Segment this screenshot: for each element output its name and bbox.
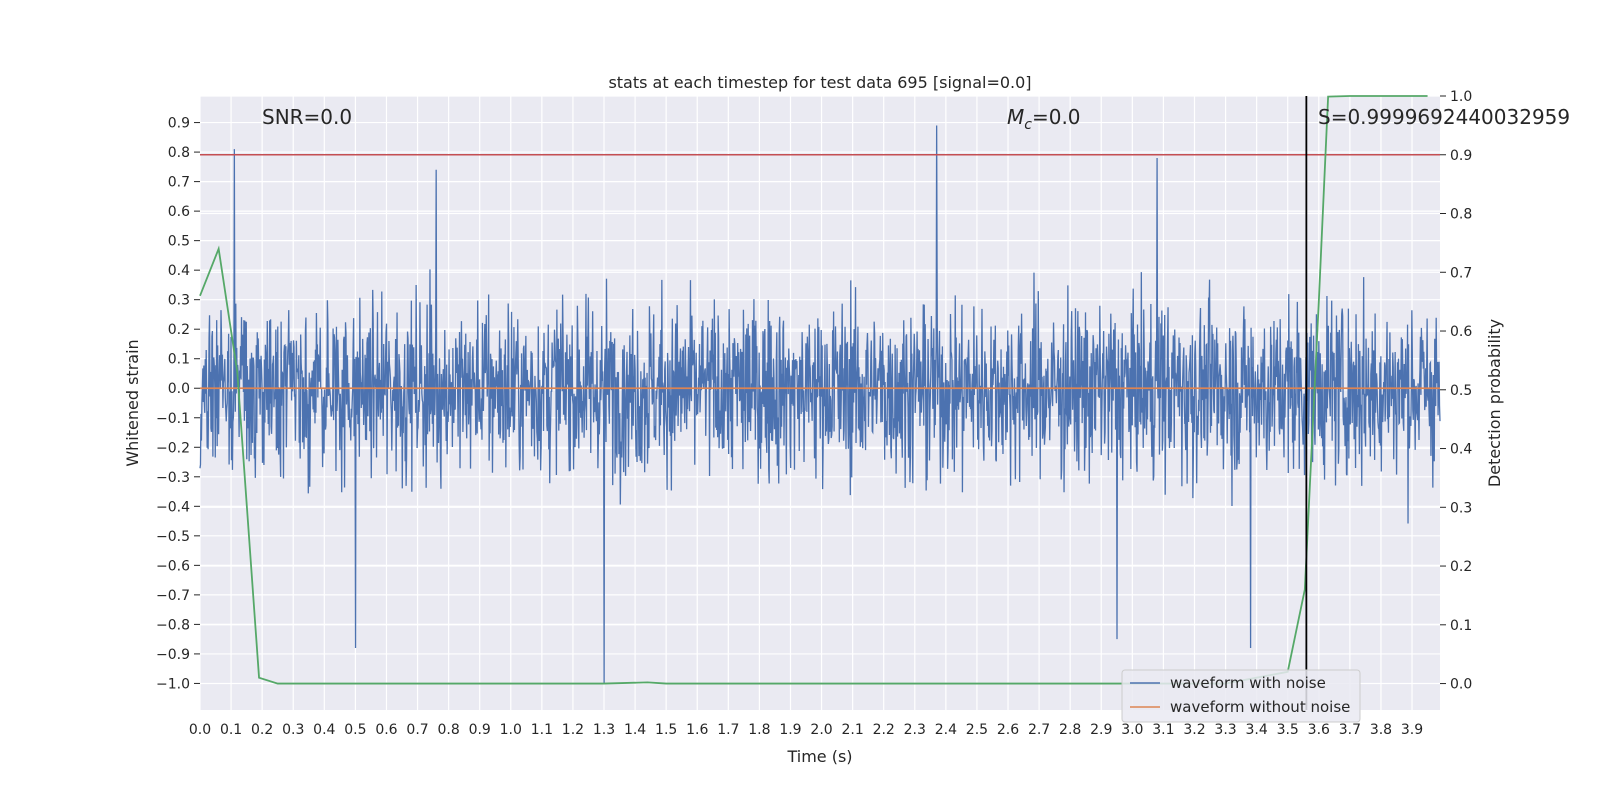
y-left-tick-label: −0.2 [156,440,190,456]
chart-title: stats at each timestep for test data 695… [608,73,1031,92]
y-left-tick-label: −0.3 [156,470,190,486]
y-right-tick-label: 0.9 [1450,148,1472,164]
y-right-tick-label: 0.7 [1450,265,1472,281]
y-left-tick-label: 0.8 [168,145,190,161]
y-right-tick-label: 0.6 [1450,324,1472,340]
y-left-tick-label: −0.5 [156,529,190,545]
x-tick-label: 3.5 [1277,722,1299,738]
x-tick-label: 3.9 [1401,722,1423,738]
y-left-tick-label: 0.5 [168,234,190,250]
x-tick-label: 2.9 [1090,722,1112,738]
x-tick-label: 3.7 [1339,722,1361,738]
x-tick-label: 3.4 [1246,722,1268,738]
x-tick-label: 2.5 [966,722,988,738]
y-right-tick-label: 0.3 [1450,500,1472,516]
x-tick-label: 2.4 [935,722,957,738]
mc-symbol: M [1007,105,1024,129]
y-left-tick-label: 0.2 [168,322,190,338]
snr-annotation: SNR=0.0 [262,105,352,129]
x-tick-label: 1.3 [593,722,615,738]
x-tick-label: 1.4 [624,722,646,738]
y-right-tick-label: 0.2 [1450,559,1472,575]
y-left-tick-label: 0.7 [168,175,190,191]
x-tick-label: 0.9 [469,722,491,738]
tick-labels: 0.0 0.1 0.2 0.3 0.4 0.5 0.6 0.7 0.8 0.9 1.0 1.1 1.2 1… [156,89,1472,738]
x-tick-label: 0.8 [437,722,459,738]
y-left-tick-label: 0.9 [168,116,190,132]
x-tick-label: 1.5 [655,722,677,738]
y-right-tick-label: 0.0 [1450,677,1472,693]
legend-box [1121,669,1361,723]
x-tick-label: 3.1 [1152,722,1174,738]
x-tick-label: 3.8 [1370,722,1392,738]
x-tick-label: 1.6 [686,722,708,738]
y-left-tick-label: −0.7 [156,588,190,604]
y-axis-label-right: Detection probability [1485,319,1504,487]
x-axis-label: Time (s) [786,747,852,766]
y-left-tick-label: 0.4 [168,263,190,279]
series-detection-probability [199,95,1428,685]
y-left-tick-label: −0.8 [156,617,190,633]
y-right-tick-label: 1.0 [1450,89,1472,105]
x-tick-label: 0.1 [220,722,242,738]
mc-value: =0.0 [1032,105,1081,129]
y-left-tick-label: 0.6 [168,204,190,220]
x-tick-label: 2.1 [841,722,863,738]
y-left-tick-label: 0.3 [168,293,190,309]
x-tick-label: 0.3 [282,722,304,738]
x-tick-label: 1.7 [717,722,739,738]
x-tick-label: 3.2 [1183,722,1205,738]
x-tick-label: 2.6 [997,722,1019,738]
x-tick-label: 1.1 [531,722,553,738]
legend: waveform with noise waveform without noi… [1121,669,1361,723]
x-tick-label: 0.4 [313,722,335,738]
y-right-tick-label: 0.1 [1450,618,1472,634]
y-left-tick-label: −1.0 [156,676,190,692]
x-tick-label: 2.2 [873,722,895,738]
x-tick-label: 0.6 [375,722,397,738]
mc-annotation: Mc=0.0 [1007,105,1081,133]
x-tick-label: 2.8 [1059,722,1081,738]
legend-label-clean: waveform without noise [1170,698,1350,716]
y-left-tick-label: −0.1 [156,411,190,427]
y-axis-label-left: Whitened strain [123,339,142,466]
x-tick-label: 0.5 [344,722,366,738]
y-left-tick-label: 0.0 [168,381,190,397]
x-tick-label: 0.0 [189,722,211,738]
y-left-tick-label: −0.9 [156,647,190,663]
series-waveform-with-noise [199,125,1441,684]
y-right-tick-label: 0.4 [1450,442,1472,458]
x-tick-label: 1.8 [748,722,770,738]
y-right-tick-label: 0.8 [1450,207,1472,223]
x-tick-label: 1.0 [500,722,522,738]
x-tick-label: 2.0 [810,722,832,738]
mc-subscript: c [1024,117,1032,133]
legend-label-noisy: waveform with noise [1170,674,1326,692]
s-annotation: S=0.9999692440032959 [1318,105,1570,129]
x-tick-label: 1.2 [562,722,584,738]
x-tick-label: 1.9 [779,722,801,738]
x-tick-label: 0.7 [406,722,428,738]
data-layer [199,95,1441,710]
x-tick-label: 3.3 [1214,722,1236,738]
x-tick-label: 3.0 [1121,722,1143,738]
y-left-tick-label: −0.4 [156,499,190,515]
x-tick-label: 2.3 [904,722,926,738]
y-left-tick-label: 0.1 [168,352,190,368]
x-tick-label: 0.2 [251,722,273,738]
x-tick-label: 2.7 [1028,722,1050,738]
y-right-tick-label: 0.5 [1450,383,1472,399]
x-tick-label: 3.6 [1308,722,1330,738]
y-left-tick-label: −0.6 [156,558,190,574]
